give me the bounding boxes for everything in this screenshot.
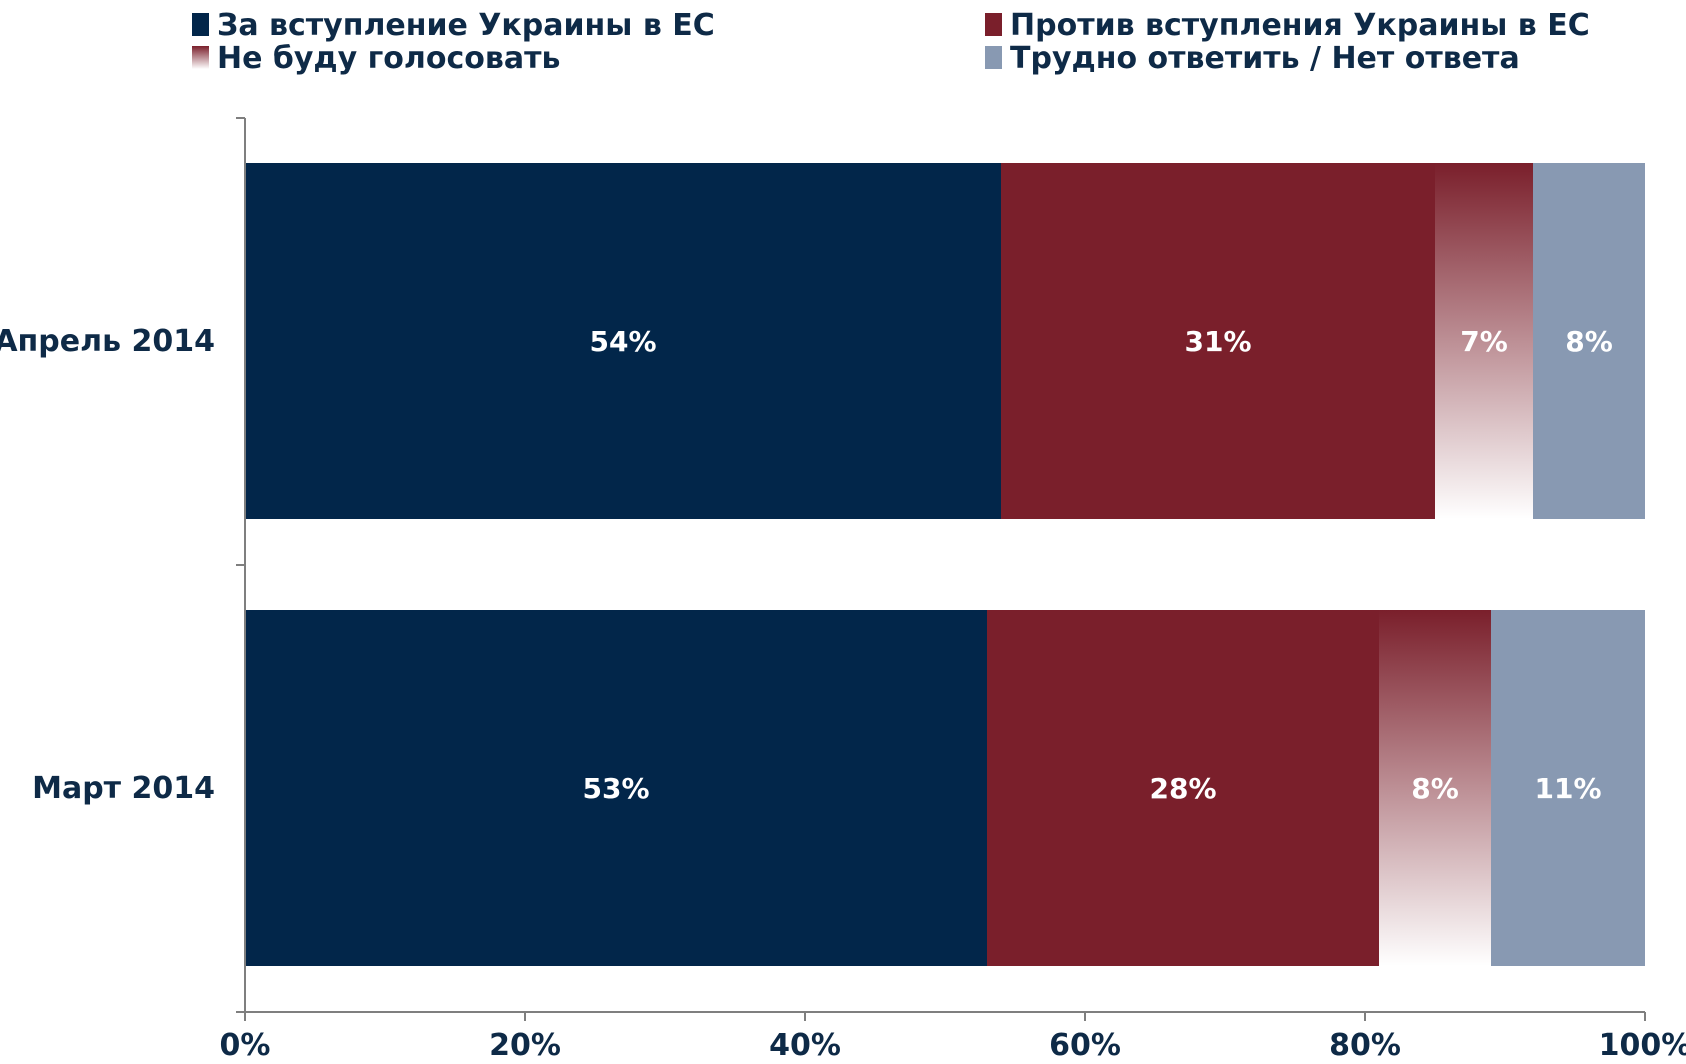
legend-item-4: Трудно ответить / Нет ответа xyxy=(985,41,1520,76)
bar-segment xyxy=(1435,163,1533,519)
x-tick-label: 80% xyxy=(1329,1028,1401,1063)
data-label: 31% xyxy=(1184,325,1251,358)
category-label: Март 2014 xyxy=(32,771,215,806)
x-tick-label: 40% xyxy=(769,1028,841,1063)
bar-segment xyxy=(1001,163,1435,519)
x-tick-label: 0% xyxy=(220,1028,271,1063)
bars: 54% 31% 7% 8% Апрель 2014 53% 28% 8% 11% Март 201… xyxy=(0,163,1645,966)
legend-swatch xyxy=(192,46,209,69)
legend-swatch xyxy=(985,46,1002,69)
legend-label: Трудно ответить / Нет ответа xyxy=(1010,41,1520,76)
data-label: 7% xyxy=(1460,325,1508,358)
legend-item-3: Не буду голосовать xyxy=(192,41,560,76)
data-label: 53% xyxy=(582,772,649,805)
data-label: 54% xyxy=(589,325,656,358)
legend-swatch xyxy=(985,13,1002,36)
bar-segment xyxy=(245,610,987,966)
bar-segment xyxy=(1533,163,1645,519)
bar-segment xyxy=(987,610,1379,966)
legend-label: Не буду голосовать xyxy=(217,41,560,76)
data-label: 8% xyxy=(1565,325,1613,358)
axes: 0% 20% 40% 60% 80% 100% xyxy=(220,117,1686,1063)
legend-label: За вступление Украины в ЕС xyxy=(217,8,715,43)
legend-item-1: За вступление Украины в ЕС xyxy=(192,8,715,43)
x-tick-label: 100% xyxy=(1599,1028,1686,1063)
legend-swatch xyxy=(192,13,209,36)
category-label: Апрель 2014 xyxy=(0,324,215,359)
legend-item-2: Против вступления Украины в ЕС xyxy=(985,8,1590,43)
bar-row-2: 53% 28% 8% 11% Март 2014 xyxy=(32,610,1645,966)
bar-segment xyxy=(1379,610,1491,966)
bar-segment xyxy=(1491,610,1645,966)
data-label: 8% xyxy=(1411,772,1459,805)
data-label: 28% xyxy=(1149,772,1216,805)
bar-segment xyxy=(245,163,1001,519)
bar-row-1: 54% 31% 7% 8% Апрель 2014 xyxy=(0,163,1645,519)
legend: За вступление Украины в ЕС Против вступле… xyxy=(192,8,1590,76)
x-tick-label: 20% xyxy=(489,1028,561,1063)
data-label: 11% xyxy=(1534,772,1601,805)
legend-label: Против вступления Украины в ЕС xyxy=(1010,8,1590,43)
x-tick-label: 60% xyxy=(1049,1028,1121,1063)
